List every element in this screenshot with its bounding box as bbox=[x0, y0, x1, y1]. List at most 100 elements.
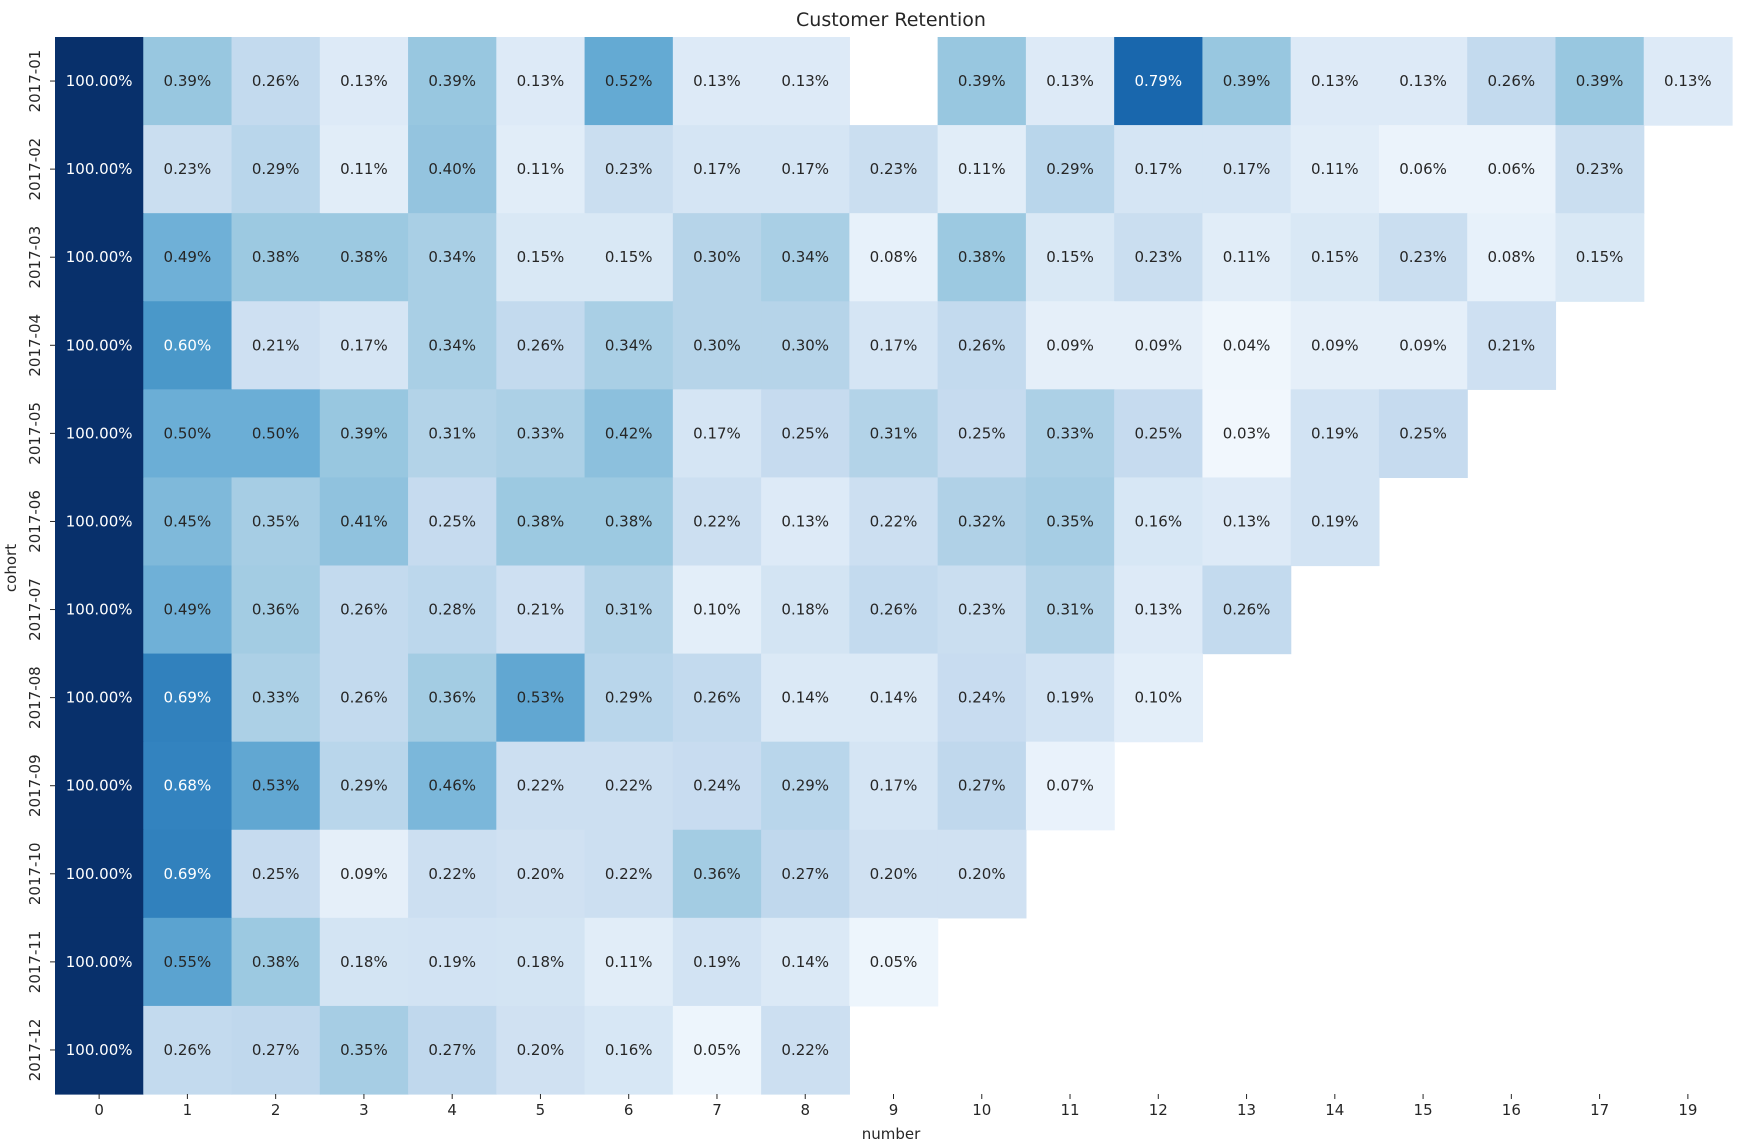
cell-value-label: 0.13% bbox=[781, 72, 829, 90]
x-tick-label: 4 bbox=[447, 1101, 457, 1119]
cell-value-label: 0.08% bbox=[870, 248, 918, 266]
cell-value-label: 0.42% bbox=[605, 424, 653, 442]
x-tick-label: 17 bbox=[1590, 1101, 1609, 1119]
heatmap-cell bbox=[761, 477, 850, 567]
heatmap-cell bbox=[319, 389, 409, 479]
cell-value-label: 100.00% bbox=[66, 160, 133, 178]
heatmap-cell bbox=[849, 213, 939, 302]
heatmap-cell bbox=[672, 477, 762, 567]
heatmap-cell bbox=[408, 301, 497, 390]
cell-value-label: 0.04% bbox=[1223, 336, 1271, 354]
heatmap-cell bbox=[408, 653, 497, 743]
heatmap-cell bbox=[231, 1005, 321, 1095]
cell-value-label: 0.18% bbox=[781, 601, 829, 619]
heatmap-cell bbox=[1555, 213, 1645, 302]
cell-value-label: 0.18% bbox=[517, 953, 565, 971]
y-tick-label: 2017-09 bbox=[26, 754, 44, 817]
heatmap-cell bbox=[55, 213, 144, 302]
cell-value-label: 0.23% bbox=[870, 160, 918, 178]
heatmap-cell bbox=[1378, 301, 1468, 390]
heatmap-cell bbox=[408, 389, 497, 479]
cell-value-label: 0.20% bbox=[958, 865, 1006, 883]
cell-value-label: 0.46% bbox=[428, 777, 476, 795]
y-tick-label: 2017-06 bbox=[26, 490, 44, 553]
heatmap-cell bbox=[496, 565, 586, 655]
heatmap-cell bbox=[143, 389, 233, 479]
cell-value-label: 0.31% bbox=[870, 424, 918, 442]
cell-value-label: 0.15% bbox=[1046, 248, 1094, 266]
heatmap-cell bbox=[937, 653, 1027, 743]
heatmap-cell bbox=[55, 37, 144, 126]
cell-value-label: 0.10% bbox=[693, 601, 741, 619]
cell-value-label: 0.06% bbox=[1488, 160, 1536, 178]
cell-value-label: 0.20% bbox=[517, 865, 565, 883]
heatmap-cell bbox=[319, 829, 409, 919]
cell-value-label: 0.13% bbox=[340, 72, 388, 90]
heatmap-cell bbox=[496, 389, 586, 479]
heatmap-cell bbox=[1378, 125, 1468, 214]
heatmap-cell bbox=[319, 37, 409, 126]
x-tick-label: 9 bbox=[889, 1101, 899, 1119]
cell-value-label: 0.13% bbox=[693, 72, 741, 90]
cell-value-label: 100.00% bbox=[66, 336, 133, 354]
heatmap-cell bbox=[584, 125, 674, 214]
y-tick-label: 2017-07 bbox=[26, 578, 44, 641]
cell-value-label: 0.26% bbox=[340, 601, 388, 619]
heatmap-cell bbox=[849, 653, 939, 743]
heatmap-cell bbox=[761, 1005, 850, 1095]
cell-value-label: 0.33% bbox=[517, 424, 565, 442]
heatmap-cell bbox=[1202, 37, 1292, 126]
heatmap-cell bbox=[1114, 653, 1204, 743]
cell-value-label: 0.15% bbox=[1576, 248, 1624, 266]
heatmap-cell bbox=[849, 565, 939, 655]
heatmap-cell bbox=[319, 653, 409, 743]
cell-value-label: 100.00% bbox=[66, 424, 133, 442]
cell-value-label: 0.36% bbox=[693, 865, 741, 883]
cell-value-label: 0.28% bbox=[428, 601, 476, 619]
cell-value-label: 0.23% bbox=[164, 160, 212, 178]
cell-value-label: 0.09% bbox=[1046, 336, 1094, 354]
cell-value-label: 0.11% bbox=[340, 160, 388, 178]
heatmap-cell bbox=[143, 213, 233, 302]
heatmap-cell bbox=[55, 565, 144, 655]
cell-value-label: 0.50% bbox=[252, 424, 300, 442]
heatmap-cell bbox=[1290, 213, 1380, 302]
cell-value-label: 0.21% bbox=[1488, 336, 1536, 354]
y-tick-label: 2017-12 bbox=[26, 1019, 44, 1082]
cell-value-label: 0.38% bbox=[340, 248, 388, 266]
cell-value-label: 0.26% bbox=[252, 72, 300, 90]
heatmap-cell bbox=[408, 565, 497, 655]
heatmap-cell bbox=[937, 565, 1027, 655]
heatmap-cell bbox=[761, 389, 850, 479]
cell-value-label: 0.08% bbox=[1488, 248, 1536, 266]
heatmap-cell bbox=[55, 389, 144, 479]
heatmap-cell bbox=[55, 829, 144, 919]
heatmap-cell bbox=[761, 301, 850, 390]
heatmap-cell bbox=[231, 741, 321, 831]
cell-value-label: 0.14% bbox=[781, 689, 829, 707]
cell-value-label: 0.13% bbox=[517, 72, 565, 90]
y-tick-label: 2017-02 bbox=[26, 138, 44, 201]
heatmap-cell bbox=[584, 301, 674, 390]
cell-value-label: 0.39% bbox=[1576, 72, 1624, 90]
heatmap-cell bbox=[231, 389, 321, 479]
heatmap-cell bbox=[584, 477, 674, 567]
heatmap-cell bbox=[1025, 477, 1115, 567]
cell-value-label: 0.13% bbox=[1311, 72, 1359, 90]
cell-value-label: 0.39% bbox=[428, 72, 476, 90]
heatmap-cell bbox=[319, 565, 409, 655]
heatmap-cell bbox=[496, 1005, 586, 1095]
heatmap-cell bbox=[143, 125, 233, 214]
heatmap-cell bbox=[55, 917, 144, 1007]
cell-value-label: 0.13% bbox=[1664, 72, 1712, 90]
x-tick-label: 16 bbox=[1502, 1101, 1521, 1119]
cell-value-label: 0.53% bbox=[517, 689, 565, 707]
cell-value-label: 100.00% bbox=[66, 512, 133, 530]
x-tick-label: 6 bbox=[624, 1101, 634, 1119]
y-tick-label: 2017-05 bbox=[26, 402, 44, 465]
heatmap-cell bbox=[672, 917, 762, 1007]
heatmap-cell bbox=[1114, 213, 1204, 302]
cell-value-label: 0.18% bbox=[340, 953, 388, 971]
cell-value-label: 0.19% bbox=[428, 953, 476, 971]
x-tick-label: 8 bbox=[800, 1101, 810, 1119]
